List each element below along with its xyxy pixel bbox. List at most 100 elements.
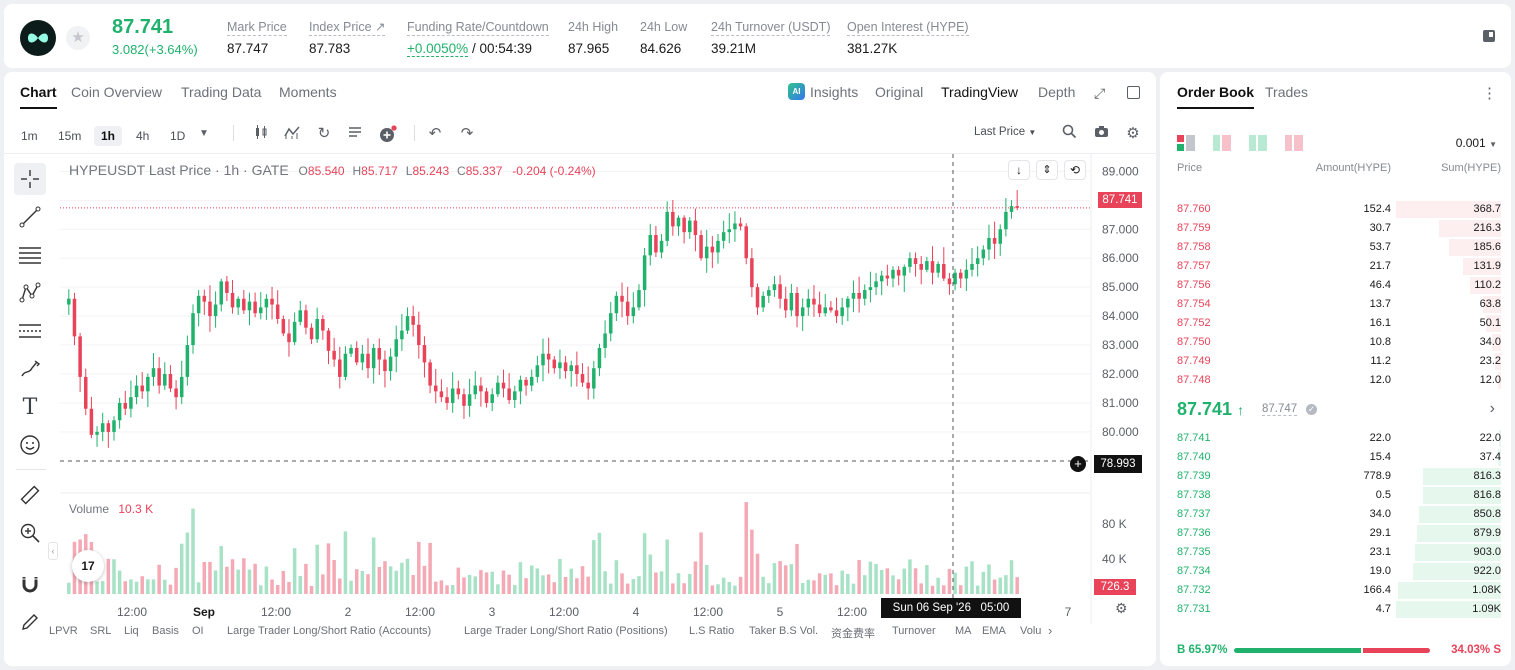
undo-icon[interactable]: ↶ <box>428 125 442 142</box>
ask-row[interactable]: 87.750 10.8 34.0 <box>1160 333 1511 352</box>
trend-line-tool-icon[interactable] <box>14 201 46 233</box>
indicator-srl[interactable]: SRL <box>90 625 112 637</box>
add-alert-icon[interactable] <box>378 124 398 144</box>
tab-trades[interactable]: Trades <box>1265 84 1309 100</box>
camera-icon[interactable] <box>1091 124 1111 144</box>
scroll-down-icon[interactable]: ↓ <box>1008 160 1030 180</box>
ask-row[interactable]: 87.756 46.4 110.2 <box>1160 276 1511 295</box>
collapse-toolbar-icon[interactable]: ‹ <box>48 542 58 560</box>
tab-moments[interactable]: Moments <box>279 84 337 100</box>
interval-1m[interactable]: 1m <box>21 129 38 143</box>
expand-icon[interactable]: ⤢ <box>1094 85 1106 101</box>
price-chart[interactable]: 89.00088.00087.00086.00085.00084.00083.0… <box>60 154 1152 624</box>
replay-icon[interactable]: ↻ <box>317 125 331 142</box>
layout-both-icon[interactable] <box>1177 135 1195 151</box>
bid-row[interactable]: 87.734 19.0 922.0 <box>1160 562 1511 581</box>
ask-row[interactable]: 87.754 13.7 63.8 <box>1160 295 1511 314</box>
favorite-star-icon[interactable]: ★ <box>66 26 90 50</box>
indicator-turnover[interactable]: Turnover <box>892 625 936 637</box>
book-icon[interactable] <box>1481 28 1497 44</box>
candlestick-icon[interactable] <box>251 124 271 144</box>
stat-label[interactable]: 24h Turnover (USDT) <box>711 20 831 36</box>
emoji-tool-icon[interactable] <box>14 429 46 461</box>
zoom-in-icon[interactable] <box>14 517 46 549</box>
stat-label[interactable]: Funding Rate/Countdown <box>407 20 549 36</box>
indicator-ma[interactable]: MA <box>955 625 972 637</box>
projection-tool-icon[interactable] <box>14 315 46 347</box>
indicator-basis[interactable]: Basis <box>152 625 179 637</box>
tab-coin-overview[interactable]: Coin Overview <box>71 84 163 100</box>
bid-row[interactable]: 87.738 0.5 816.8 <box>1160 486 1511 505</box>
indicators-icon[interactable] <box>282 124 302 144</box>
stat-label[interactable]: Index Price ↗ <box>309 20 386 36</box>
layout-bids-icon[interactable] <box>1249 135 1267 151</box>
layout-asks-icon[interactable] <box>1285 135 1303 151</box>
layout-both-alt-icon[interactable] <box>1213 135 1231 151</box>
more-options-icon[interactable]: ⋮ <box>1482 85 1497 102</box>
bid-row[interactable]: 87.737 34.0 850.8 <box>1160 505 1511 524</box>
bid-row[interactable]: 87.736 29.1 879.9 <box>1160 524 1511 543</box>
indicator-volume[interactable]: Volu <box>1020 625 1042 637</box>
bid-row[interactable]: 87.731 4.7 1.09K <box>1160 600 1511 619</box>
view-tradingview[interactable]: TradingView <box>941 84 1019 100</box>
redo-icon[interactable]: ↷ <box>460 125 474 142</box>
bid-row[interactable]: 87.739 778.9 816.3 <box>1160 467 1511 486</box>
indicator-large-trader-positions[interactable]: Large Trader Long/Short Ratio (Positions… <box>464 625 668 637</box>
interval-1h[interactable]: 1h <box>94 126 123 146</box>
bid-row[interactable]: 87.735 23.1 903.0 <box>1160 543 1511 562</box>
pencil-lock-tool-icon[interactable] <box>14 606 46 638</box>
brush-tool-icon[interactable] <box>14 353 46 385</box>
ask-row[interactable]: 87.749 11.2 23.2 <box>1160 352 1511 371</box>
ask-row[interactable]: 87.757 21.7 131.9 <box>1160 257 1511 276</box>
axis-settings-icon[interactable]: ⚙ <box>1115 600 1128 616</box>
magnet-tool-icon[interactable] <box>14 568 46 600</box>
templates-icon[interactable] <box>345 124 365 144</box>
fib-retracement-tool-icon[interactable] <box>14 239 46 271</box>
ask-row[interactable]: 87.760 152.4 368.7 <box>1160 200 1511 219</box>
bid-row[interactable]: 87.732 166.4 1.08K <box>1160 581 1511 600</box>
search-icon[interactable] <box>1059 124 1079 144</box>
ask-row[interactable]: 87.748 12.0 12.0 <box>1160 371 1511 390</box>
ob-last-price[interactable]: 87.741 ↑ <box>1177 399 1244 420</box>
indicator-taker-bs-vol[interactable]: Taker B.S Vol. <box>749 625 819 637</box>
ask-row[interactable]: 87.758 53.7 185.6 <box>1160 238 1511 257</box>
chevron-right-icon[interactable]: › <box>1489 400 1495 417</box>
bid-row[interactable]: 87.740 15.4 37.4 <box>1160 448 1511 467</box>
tab-chart[interactable]: Chart <box>20 84 57 109</box>
indicator-ema[interactable]: EMA <box>982 625 1006 637</box>
chevron-right-icon[interactable]: › <box>1048 623 1053 638</box>
stat-label[interactable]: Open Interest (HYPE) <box>847 20 969 36</box>
price-type-select[interactable]: Last Price ▼ <box>974 126 1036 138</box>
ob-mark-price[interactable]: 87.747 <box>1262 403 1298 416</box>
indicator-lpvr[interactable]: LPVR <box>49 625 78 637</box>
bid-row[interactable]: 87.741 22.0 22.0 <box>1160 429 1511 448</box>
chevron-down-icon[interactable]: ▼ <box>199 128 209 139</box>
reset-chart-icon[interactable]: ⟲ <box>1064 160 1086 180</box>
view-insights[interactable]: Insights <box>810 84 859 100</box>
ruler-tool-icon[interactable] <box>14 479 46 511</box>
indicator-ls-ratio[interactable]: L.S Ratio <box>689 625 735 637</box>
indicator-large-trader-accounts[interactable]: Large Trader Long/Short Ratio (Accounts) <box>227 625 432 637</box>
precision-select[interactable]: 0.001 ▼ <box>1456 136 1497 150</box>
stat-label[interactable]: Mark Price <box>227 20 287 36</box>
add-alert-crosshair-icon[interactable]: + <box>1070 456 1086 472</box>
tab-order-book[interactable]: Order Book <box>1177 84 1255 109</box>
pattern-tool-icon[interactable] <box>14 277 46 309</box>
indicator-liq[interactable]: Liq <box>124 625 139 637</box>
settings-gear-icon[interactable]: ⚙ <box>1126 125 1140 142</box>
crosshair-tool-icon[interactable] <box>14 163 46 195</box>
collapse-icon[interactable]: ⇕ <box>1036 160 1058 180</box>
window-icon[interactable] <box>1127 86 1140 99</box>
view-original[interactable]: Original <box>875 84 924 100</box>
funding-rate-value[interactable]: +0.0050% <box>407 41 469 57</box>
tab-trading-data[interactable]: Trading Data <box>181 84 262 100</box>
ask-row[interactable]: 87.759 30.7 216.3 <box>1160 219 1511 238</box>
text-tool-icon[interactable]: T <box>22 394 38 420</box>
interval-4h[interactable]: 4h <box>136 129 150 143</box>
indicator-funding-rate[interactable]: 资金费率 <box>831 628 875 640</box>
tradingview-logo[interactable]: 17 <box>72 550 104 582</box>
view-depth[interactable]: Depth <box>1038 84 1076 100</box>
interval-15m[interactable]: 15m <box>58 129 82 143</box>
interval-1d[interactable]: 1D <box>170 129 186 143</box>
ask-row[interactable]: 87.752 16.1 50.1 <box>1160 314 1511 333</box>
